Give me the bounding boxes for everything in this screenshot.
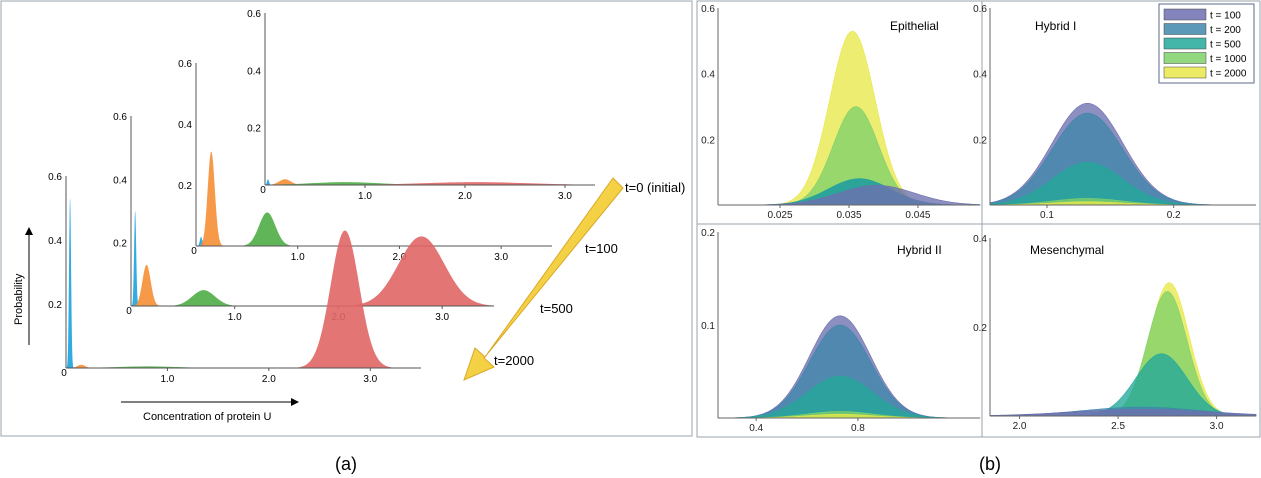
layer-3: 1.0 2.0 3.0 0 0.2 0.4 0.6 xyxy=(48,172,421,385)
peak-blue xyxy=(66,198,75,368)
y-tick-label: 0.6 xyxy=(701,4,715,15)
x-tick-label: 1.0 xyxy=(291,252,305,263)
x-tick-label: 3.0 xyxy=(363,374,377,385)
caption-a: (a) xyxy=(335,454,357,474)
legend: t = 100 t = 200 t = 500 t = 1000 t = 2000 xyxy=(1158,3,1255,84)
y-tick-label: 0.4 xyxy=(973,70,987,81)
legend-swatch xyxy=(1163,8,1207,21)
x-tick-label: 1.0 xyxy=(358,191,372,202)
peak-blue xyxy=(265,179,273,185)
peak-green xyxy=(230,212,304,246)
y-tick-label: 0.2 xyxy=(178,181,192,192)
x-tick-label: 3.0 xyxy=(558,191,572,202)
subplot-title: Hybrid I xyxy=(1035,19,1076,33)
y-tick-label: 0.4 xyxy=(178,120,192,131)
peak-red xyxy=(265,182,595,185)
time-label-t100: t=100 xyxy=(585,241,618,256)
x-tick-label: 2.0 xyxy=(458,191,472,202)
peak-red xyxy=(318,236,494,306)
y-tick-label: 0.2 xyxy=(113,239,127,250)
peak-orange xyxy=(66,364,100,368)
x-tick-label: 2.0 xyxy=(392,252,406,263)
x-tick-label: 2.0 xyxy=(1013,421,1027,432)
y-tick-label: 0.2 xyxy=(247,124,261,135)
peak-red xyxy=(281,230,409,368)
y-tick-label: 0.1 xyxy=(701,321,715,332)
subplot-title: Mesenchymal xyxy=(1030,243,1104,257)
y-tick-label: 0.4 xyxy=(48,236,62,247)
x-tick-label: 0.1 xyxy=(1040,210,1054,221)
y-tick-label: 0.6 xyxy=(973,4,987,15)
x-tick-label: 0.2 xyxy=(1167,210,1181,221)
legend-swatch xyxy=(1163,66,1207,79)
subplot-hybrid-ii: 0.4 0.8 0.1 0.2 Hybrid II xyxy=(701,228,981,434)
y-tick-label: 0.2 xyxy=(973,135,987,146)
x-tick-label: 0.045 xyxy=(905,210,930,221)
y-tick-label: 0.4 xyxy=(701,70,715,81)
peak-orange xyxy=(131,264,166,306)
time-label-t0: t=0 (initial) xyxy=(625,180,685,195)
subplot-title: Epithelial xyxy=(890,19,939,33)
panel-a-ylabel-group: Probability xyxy=(13,227,33,345)
y-axis-label: Probability xyxy=(13,273,25,325)
peak-blue xyxy=(196,236,207,246)
time-label-t500: t=500 xyxy=(540,301,573,316)
x-tick-label: 1.0 xyxy=(160,374,174,385)
x-tick-label: 0.025 xyxy=(768,210,793,221)
subplot-title: Hybrid II xyxy=(897,243,942,257)
x-tick-label: 1.0 xyxy=(228,312,242,323)
x-tick-label: 2.0 xyxy=(262,374,276,385)
time-label-t2000: t=2000 xyxy=(494,353,534,368)
x-tick-label: 2.5 xyxy=(1111,421,1125,432)
zero-label: 0 xyxy=(61,368,67,379)
legend-swatch xyxy=(1163,52,1207,64)
panel-b-plots: 0.025 0.035 0.045 0.2 0.4 0.6 Epithelial 0.1 0.2… xyxy=(701,4,1257,434)
y-tick-label: 0.2 xyxy=(701,228,715,239)
panel-a-xlabel-group: Concentration of protein U xyxy=(121,398,299,423)
peak-orange xyxy=(265,179,312,185)
curve-t100 xyxy=(989,409,1257,417)
legend-label: t = 500 xyxy=(1210,40,1241,51)
x-tick-label: 3.0 xyxy=(435,312,449,323)
x-axis-label: Concentration of protein U xyxy=(143,411,271,423)
y-tick-label: 0.4 xyxy=(113,175,127,186)
panel-a-plots: 1.0 2.0 3.000.20.40.61.0 2.0 3.000.20.40.61.… xyxy=(48,9,595,385)
subplot-mesenchymal: 2.0 2.5 3.0 0.2 0.4 Mesenchymal xyxy=(973,234,1257,432)
y-tick-label: 0.4 xyxy=(247,66,261,77)
x-tick-label: 3.0 xyxy=(494,252,508,263)
x-tick-label: 0.4 xyxy=(749,423,763,434)
layer-1: 1.0 2.0 3.0 0 0.2 0.4 0.6 xyxy=(178,59,552,263)
x-tick-label: 0.8 xyxy=(851,423,865,434)
subplot-hybrid-i: 0.1 0.2 0.2 0.4 0.6 Hybrid I xyxy=(973,4,1256,221)
y-tick-label: 0.6 xyxy=(178,59,192,70)
x-tick-label: 0.035 xyxy=(836,210,861,221)
legend-label: t = 1000 xyxy=(1210,54,1247,65)
y-tick-label: 0.2 xyxy=(973,323,987,334)
layer-0: 1.0 2.0 3.0 0 0.2 0.4 0.6 xyxy=(247,9,595,202)
legend-swatch xyxy=(1163,37,1207,50)
caption-b: (b) xyxy=(979,454,1001,474)
y-tick-label: 0.2 xyxy=(701,135,715,146)
peak-blue xyxy=(131,211,140,306)
y-tick-label: 0.4 xyxy=(973,234,987,245)
legend-swatch xyxy=(1163,23,1207,35)
zero-label: 0 xyxy=(191,246,197,257)
zero-label: 0 xyxy=(126,306,132,317)
y-tick-label: 0.2 xyxy=(48,300,62,311)
zero-label: 0 xyxy=(260,185,266,196)
peak-green xyxy=(265,182,503,185)
x-tick-label: 3.0 xyxy=(1210,421,1224,432)
time-arrow xyxy=(463,177,624,381)
peak-green xyxy=(152,290,255,306)
legend-label: t = 200 xyxy=(1210,25,1241,36)
subplot-epithelial: 0.025 0.035 0.045 0.2 0.4 0.6 Epithelial xyxy=(701,4,981,221)
peak-orange xyxy=(196,151,228,246)
legend-label: t = 100 xyxy=(1210,11,1241,22)
y-tick-label: 0.6 xyxy=(48,172,62,183)
y-tick-label: 0.6 xyxy=(247,9,261,20)
y-tick-label: 0.6 xyxy=(113,112,127,123)
legend-label: t = 2000 xyxy=(1210,69,1247,80)
